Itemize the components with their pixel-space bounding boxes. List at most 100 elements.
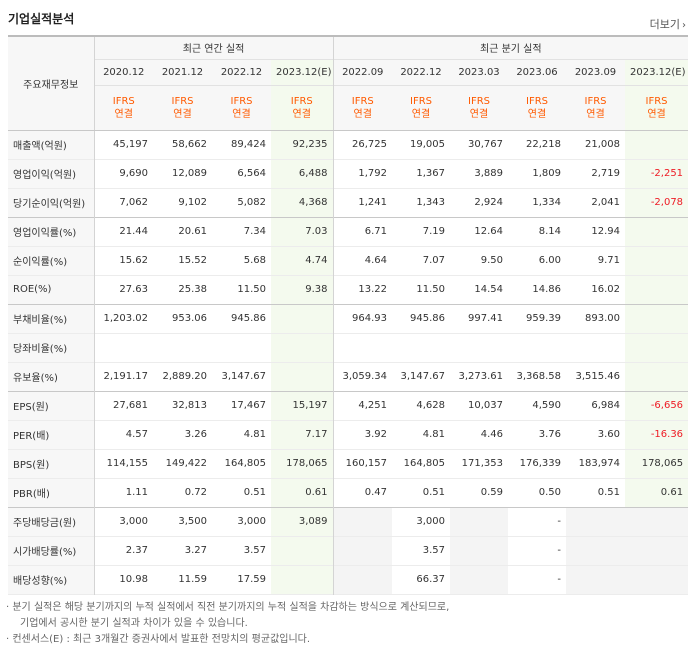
table-row: PBR(배) 1.11 0.72 0.51 0.61 0.47 0.51 0.59 0.50 0.…	[8, 478, 689, 507]
basis-standard: IFRS	[171, 95, 194, 107]
table-cell: 149,422	[165, 458, 207, 469]
period-header: 2023.12(E)	[271, 58, 334, 85]
table-cell: 3,147.67	[400, 371, 445, 382]
row-label: 주당배당금(원)	[8, 507, 95, 536]
basis-scope: 연결	[469, 108, 489, 120]
period-header: 2021.12	[153, 58, 212, 85]
table-cell	[212, 333, 271, 362]
table-cell: 1,809	[532, 168, 561, 179]
table-cell: 3,059.34	[342, 371, 387, 382]
table-row: 순이익률(%) 15.62 15.52 5.68 4.74 4.64 7.07 9.50 6.0…	[8, 246, 689, 275]
table-cell: 4,368	[271, 188, 334, 217]
table-cell: 3,500	[178, 516, 207, 527]
table-cell: 15.52	[178, 255, 207, 266]
table-cell: 12.94	[591, 226, 620, 237]
table-cell: 89,424	[231, 139, 266, 150]
table-cell: 11.50	[416, 284, 445, 295]
table-cell	[392, 333, 450, 362]
table-cell: 964.93	[352, 313, 387, 324]
table-cell: 12,089	[172, 168, 207, 179]
table-cell: 1,334	[532, 197, 561, 208]
basis-header: IFRS 연결	[625, 84, 689, 131]
period-header: 2020.12	[94, 58, 153, 85]
table-cell	[566, 565, 625, 594]
chevron-right-icon: ›	[682, 20, 686, 31]
table-cell: -	[557, 574, 561, 585]
table-cell	[450, 536, 508, 565]
table-cell: 945.86	[231, 313, 266, 324]
table-cell	[625, 333, 689, 362]
table-cell: 66.37	[416, 574, 445, 585]
table-cell: 2,924	[474, 197, 503, 208]
table-cell	[450, 333, 508, 362]
table-cell: 1,343	[416, 197, 445, 208]
table-cell: 3,000	[119, 516, 148, 527]
table-cell: 1,792	[358, 168, 387, 179]
table-row: 영업이익률(%) 21.44 20.61 7.34 7.03 6.71 7.19 12.64 8…	[8, 217, 689, 246]
basis-standard: IFRS	[584, 95, 607, 107]
table-cell	[566, 536, 625, 565]
table-cell: 160,157	[345, 458, 387, 469]
table-cell: 11.59	[178, 574, 207, 585]
table-cell: 4.57	[125, 429, 148, 440]
table-cell: 27.63	[119, 284, 148, 295]
row-label: 순이익률(%)	[8, 246, 95, 275]
table-cell: 1,367	[416, 168, 445, 179]
table-cell: 16.02	[591, 284, 620, 295]
table-cell: 4.81	[243, 429, 266, 440]
period-header: 2023.09	[566, 58, 625, 85]
table-row: 유보율(%) 2,191.17 2,889.20 3,147.67 3,059.34 3,…	[8, 362, 689, 391]
table-cell	[625, 362, 689, 391]
table-cell	[625, 130, 689, 159]
table-cell: 8.14	[538, 226, 561, 237]
table-cell	[625, 275, 689, 304]
table-cell: 3,368.58	[516, 371, 561, 382]
footnote-quarterly-cont: 기업에서 공시한 분기 실적과 차이가 있을 수 있습니다.	[20, 618, 248, 629]
table-cell	[566, 507, 625, 536]
table-cell: 21,008	[585, 139, 620, 150]
basis-standard: IFRS	[410, 95, 432, 107]
row-label: 유보율(%)	[8, 362, 95, 391]
table-cell: 997.41	[468, 313, 503, 324]
table-cell: 6,488	[271, 159, 334, 188]
table-row: 부채비율(%) 1,203.02 953.06 945.86 964.93 945.86 9…	[8, 304, 689, 333]
table-cell: 6.00	[538, 255, 561, 266]
table-cell: 9,102	[178, 197, 207, 208]
table-cell: 1.11	[125, 487, 148, 498]
table-row: PER(배) 4.57 3.26 4.81 7.17 3.92 4.81 4.46 3.76 3.…	[8, 420, 689, 449]
row-label: 당기순이익(억원)	[8, 188, 95, 217]
basis-header: IFRS 연결	[566, 84, 625, 131]
row-label: EPS(원)	[8, 391, 95, 420]
table-cell	[271, 565, 334, 594]
basis-scope: 연결	[232, 108, 251, 120]
table-cell: 12.64	[474, 226, 503, 237]
table-cell: 4.46	[480, 429, 503, 440]
row-label: PER(배)	[8, 420, 95, 449]
table-cell: 176,339	[519, 458, 561, 469]
table-cell	[625, 246, 689, 275]
table-cell: 114,155	[106, 458, 148, 469]
period-header: 2023.06	[508, 58, 566, 85]
table-cell	[333, 536, 392, 565]
table-cell: 3.57	[243, 545, 266, 556]
period-header: 2023.03	[450, 58, 508, 85]
table-cell: 9.38	[271, 275, 334, 304]
table-cell	[625, 217, 689, 246]
basis-scope: 연결	[173, 108, 192, 120]
table-cell: 0.59	[480, 487, 503, 498]
basis-scope: 연결	[114, 108, 133, 120]
basis-standard: IFRS	[468, 95, 490, 107]
table-cell: 3,089	[271, 507, 334, 536]
table-cell	[625, 304, 689, 333]
table-cell	[333, 507, 392, 536]
table-cell	[271, 362, 334, 391]
table-cell: 14.86	[532, 284, 561, 295]
more-link[interactable]: 더보기 ›	[650, 16, 686, 32]
table-cell: 171,353	[461, 458, 503, 469]
table-row: EPS(원) 27,681 32,813 17,467 15,197 4,251 4,628…	[8, 391, 689, 420]
table-row: 당좌비율(%)	[8, 333, 689, 362]
section-title: 기업실적분석	[8, 12, 75, 26]
table-cell: 17.59	[237, 574, 266, 585]
table-cell: 3.92	[364, 429, 387, 440]
row-label: 시가배당률(%)	[8, 536, 95, 565]
